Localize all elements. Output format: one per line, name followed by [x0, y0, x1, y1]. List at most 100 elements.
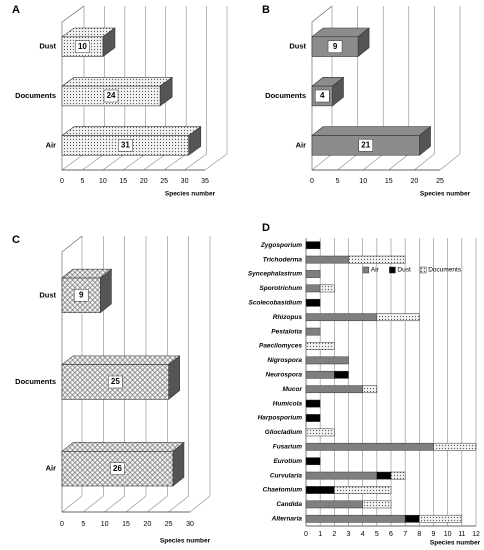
bar-segment: [305, 255, 349, 264]
x-tick-label: 5: [336, 178, 340, 185]
category-label: Mucor: [283, 386, 303, 393]
x-tick-label: 20: [411, 178, 419, 185]
grid-line: [184, 6, 207, 171]
bar-segment: [305, 399, 321, 408]
x-tick-label: 30: [186, 521, 194, 528]
x-tick-label: 10: [99, 178, 107, 185]
bar-segment: [305, 298, 321, 307]
x-tick-label: 25: [160, 178, 168, 185]
grid-line: [414, 6, 435, 171]
bar-segment: [362, 385, 378, 394]
category-label: Air: [296, 140, 307, 149]
grid-line: [439, 6, 461, 171]
value-box: [314, 89, 330, 103]
category-label: Candida: [276, 501, 302, 508]
panel-label: C: [12, 234, 20, 246]
x-tick-label: 15: [385, 178, 393, 185]
value-box: [118, 139, 133, 152]
category-label: Air: [46, 464, 57, 473]
category-label: Scolecobasidium: [249, 300, 303, 307]
category-label: Syncephalastrum: [248, 271, 302, 278]
category-label: Humicola: [273, 400, 303, 407]
category-label: Eurotium: [273, 458, 302, 465]
grid-line: [168, 236, 189, 513]
x-tick-label: 20: [143, 521, 151, 528]
bar-segment: [334, 486, 392, 494]
x-tick-label: 20: [140, 178, 148, 185]
bar-segment: [433, 442, 477, 451]
bar-segment: [305, 241, 321, 250]
category-label: Fusarium: [273, 444, 302, 451]
x-tick-label: 5: [375, 531, 379, 538]
bar-segment: [305, 370, 335, 379]
bar-segment: [305, 342, 335, 350]
category-label: Zygosporium: [260, 242, 302, 249]
legend-label: Air: [371, 267, 380, 274]
bar-top: [61, 77, 174, 87]
x-tick-label: 8: [417, 531, 421, 538]
x-tick-label: 9: [432, 531, 436, 538]
category-label: Chaetomium: [263, 487, 303, 494]
category-label: Sporotrichum: [259, 285, 302, 292]
value-box: [327, 40, 343, 53]
value-label: 21: [361, 140, 370, 149]
wall: [61, 235, 83, 512]
bar-segment: [305, 284, 321, 293]
x-tick-label: 7: [403, 531, 407, 538]
bar-top: [61, 355, 181, 365]
x-tick-label: 6: [389, 531, 393, 538]
category-label: Nigrospora: [267, 357, 302, 364]
value-label: 4: [320, 91, 325, 100]
bar-top: [61, 126, 202, 136]
value-label: 26: [113, 464, 122, 473]
category-label: Rhizopus: [273, 314, 303, 321]
bar-segment: [305, 313, 378, 322]
value-box: [108, 375, 123, 389]
legend-label: Dust: [397, 267, 411, 274]
x-tick-label: 2: [332, 531, 336, 538]
category-label: Air: [46, 140, 57, 149]
grid-line: [147, 236, 168, 513]
bar-segment: [305, 385, 363, 394]
value-box: [358, 139, 374, 152]
legend-swatch: [362, 266, 370, 274]
bar-segment: [376, 313, 420, 322]
x-tick-label: 0: [304, 531, 308, 538]
panel-label: B: [262, 4, 270, 16]
bar-segment: [362, 500, 392, 509]
bar-top: [311, 126, 432, 136]
category-label: Gliocladium: [265, 429, 302, 436]
category-label: Harposporium: [258, 415, 303, 422]
x-tick-label: 5: [81, 521, 85, 528]
x-axis-label: Species number: [430, 540, 481, 547]
value-label: 25: [111, 377, 120, 386]
bar-segment: [390, 471, 406, 480]
bar-segment: [404, 514, 420, 523]
legend-swatch: [389, 266, 396, 274]
bar-segment: [348, 255, 406, 264]
value-label: 24: [107, 91, 116, 100]
x-tick-label: 12: [472, 531, 480, 538]
x-tick-label: 25: [436, 178, 444, 185]
value-box: [75, 40, 90, 53]
category-label: Documents: [15, 91, 56, 100]
bar-segment: [305, 327, 321, 336]
x-tick-label: 11: [458, 531, 465, 538]
value-label: 10: [78, 42, 87, 51]
x-tick-label: 0: [60, 178, 64, 185]
x-tick-label: 1: [318, 531, 322, 538]
category-label: Curvularia: [270, 472, 303, 479]
bar-segment: [305, 486, 335, 494]
bar-top: [61, 442, 185, 452]
category-label: Trichoderma: [263, 256, 303, 263]
value-label: 9: [79, 290, 84, 299]
bar-segment: [334, 370, 349, 379]
category-label: Documents: [265, 91, 306, 100]
category-label: Documents: [15, 377, 56, 386]
x-tick-label: 0: [60, 521, 64, 528]
x-tick-label: 30: [181, 178, 189, 185]
x-tick-label: 4: [361, 531, 365, 538]
value-box: [73, 289, 89, 302]
bar-segment: [305, 514, 406, 523]
